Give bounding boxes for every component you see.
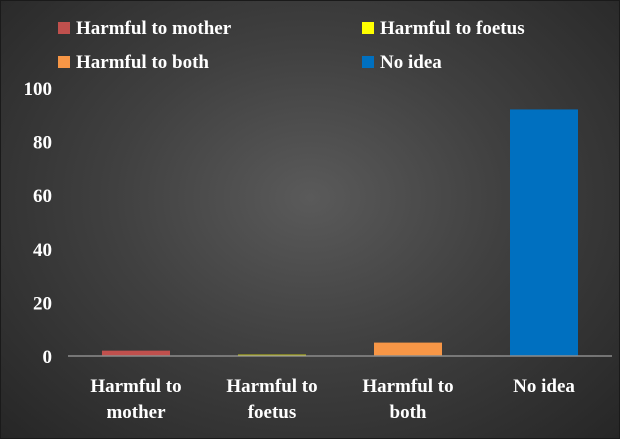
legend-swatch bbox=[58, 56, 70, 68]
x-tick-label: Harmful to bbox=[90, 376, 181, 397]
legend-label: Harmful to both bbox=[76, 52, 209, 73]
x-tick-label: No idea bbox=[513, 376, 575, 397]
y-tick-label: 80 bbox=[33, 133, 52, 154]
x-tick-label-line2: both bbox=[390, 402, 427, 423]
chart-legend: Harmful to mother Harmful to foetus Harmfu… bbox=[58, 18, 525, 73]
y-tick-label: 20 bbox=[33, 293, 52, 314]
x-tick-label: Harmful to bbox=[362, 376, 453, 397]
x-tick-label: Harmful to bbox=[226, 376, 317, 397]
legend-swatch bbox=[362, 56, 374, 68]
legend-label: Harmful to foetus bbox=[380, 18, 525, 39]
y-tick-label: 40 bbox=[33, 240, 52, 261]
y-tick-label: 0 bbox=[43, 347, 53, 368]
y-tick-label: 100 bbox=[24, 79, 53, 100]
legend-label: Harmful to mother bbox=[76, 18, 232, 39]
legend-swatch bbox=[58, 22, 70, 34]
y-tick-label: 60 bbox=[33, 186, 52, 207]
bar bbox=[102, 350, 170, 356]
y-axis-ticks: 0 20 40 60 80 100 bbox=[24, 79, 53, 368]
legend-swatch bbox=[362, 22, 374, 34]
bar bbox=[510, 109, 578, 356]
x-tick-label-line2: foetus bbox=[248, 402, 297, 423]
x-tick-label-line2: mother bbox=[106, 402, 166, 423]
legend-label: No idea bbox=[380, 52, 442, 73]
x-axis-labels: Harmful to mother Harmful to foetus Harmful … bbox=[90, 376, 575, 423]
bars bbox=[102, 109, 578, 357]
bar bbox=[374, 342, 442, 356]
